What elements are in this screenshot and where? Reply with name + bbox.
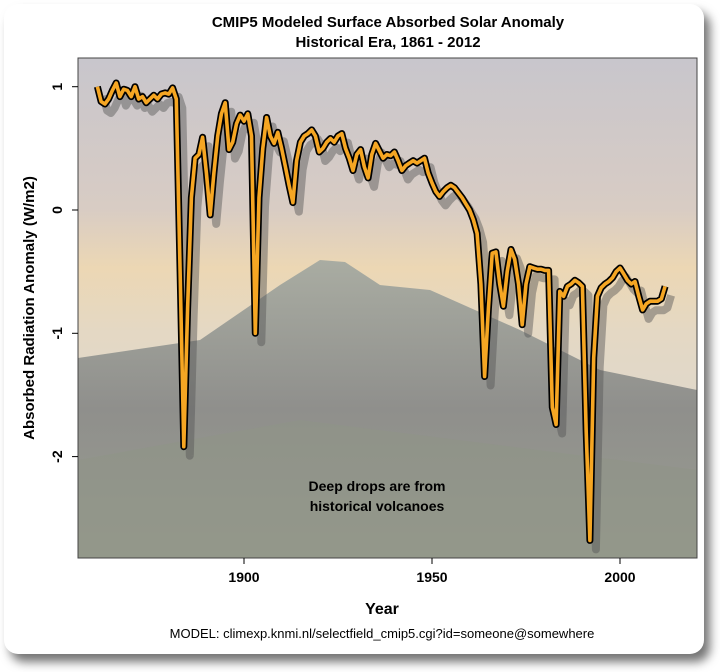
plot-border: [77, 57, 698, 559]
annotation-line-1: Deep drops are from: [309, 478, 446, 494]
y-tick-label: 1: [49, 83, 65, 91]
x-axis-label: Year: [365, 601, 399, 618]
x-tick-label: 2000: [604, 569, 635, 585]
annotation-line-2: historical volcanoes: [310, 498, 445, 514]
series-shadow: [99, 88, 675, 554]
x-tick-label: 1950: [416, 569, 447, 585]
y-tick-label: -2: [49, 450, 65, 463]
y-tick-label: -1: [49, 327, 65, 340]
series-line: [95, 81, 667, 543]
y-tick-label: 0: [49, 206, 65, 214]
chart-subtitle: Historical Era, 1861 - 2012: [295, 34, 480, 51]
chart-title: CMIP5 Modeled Surface Absorbed Solar Ano…: [212, 14, 565, 31]
x-tick-label: 1900: [228, 569, 259, 585]
footer-source: MODEL: climexp.knmi.nl/selectfield_cmip5…: [170, 626, 595, 641]
y-axis-label: Absorbed Radiation Anomaly (W/m2): [21, 176, 38, 440]
